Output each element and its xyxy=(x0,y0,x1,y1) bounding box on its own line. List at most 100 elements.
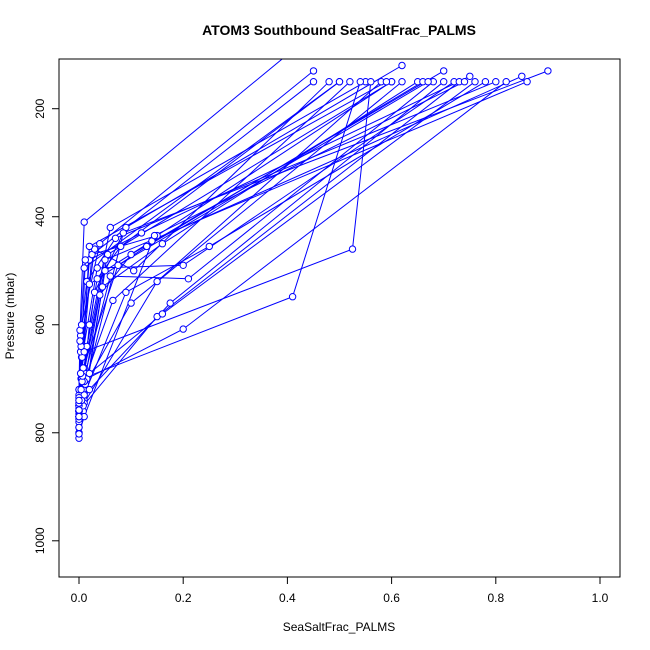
data-point-16-2 xyxy=(85,385,94,394)
data-point-1-5 xyxy=(117,242,125,251)
data-point-11-4 xyxy=(179,261,187,269)
y-tick-label: 400 xyxy=(33,206,47,226)
data-point-14-2 xyxy=(77,321,86,329)
x-axis-label: SeaSaltFrac_PALMS xyxy=(283,620,396,634)
series-line-6 xyxy=(78,81,496,396)
data-point-16-4 xyxy=(440,78,448,86)
data-point-19-4 xyxy=(398,78,406,86)
y-axis: 200 400 600 800 1000 xyxy=(33,98,60,554)
data-point-3-3 xyxy=(96,291,104,299)
data-point-23-4 xyxy=(367,78,375,86)
data-point-23-3 xyxy=(348,245,357,253)
data-point-20-3 xyxy=(85,280,94,288)
y-tick-label: 1000 xyxy=(33,527,47,554)
data-point-2-5 xyxy=(398,61,406,70)
data-point-17-4 xyxy=(502,78,510,86)
data-point-15-3 xyxy=(153,277,161,286)
data-point-29-3 xyxy=(119,229,128,237)
data-point-24-1 xyxy=(75,423,83,432)
y-tick-label: 200 xyxy=(33,98,47,118)
x-tick-label: 0.8 xyxy=(487,591,504,605)
data-point-30-3 xyxy=(101,256,109,264)
data-point-33-3 xyxy=(81,256,90,264)
x-tick-label: 1.0 xyxy=(592,591,609,605)
y-axis-label: Pressure (mbar) xyxy=(3,273,17,360)
chart-title: ATOM3 Southbound SeaSaltFrac_PALMS xyxy=(202,22,476,38)
data-point-13-3 xyxy=(106,272,115,280)
x-axis: 0.0 0.2 0.4 0.6 0.8 1.0 xyxy=(71,576,609,605)
data-point-12-4 xyxy=(205,242,214,251)
data-point-6-4 xyxy=(111,234,120,243)
data-point-31-1 xyxy=(75,430,83,438)
x-tick-label: 0.2 xyxy=(175,591,192,605)
x-tick-label: 0.6 xyxy=(383,591,400,605)
series-line-15 xyxy=(78,81,382,417)
data-point-25-4 xyxy=(130,267,138,275)
data-point-28-4 xyxy=(335,78,344,86)
data-point-31-4 xyxy=(460,78,469,86)
series-line-24 xyxy=(78,81,351,428)
y-tick-label: 600 xyxy=(33,314,47,334)
data-point-33-4 xyxy=(309,78,318,86)
data-point-14-3 xyxy=(96,240,104,248)
data-point-28-2 xyxy=(76,337,84,345)
x-tick-label: 0.0 xyxy=(71,591,88,605)
data-point-7-3 xyxy=(101,267,109,275)
data-point-4-3 xyxy=(106,223,115,232)
data-point-21-3 xyxy=(158,310,167,318)
data-point-21-4 xyxy=(471,78,479,86)
data-point-29-4 xyxy=(544,67,552,75)
data-point-14-4 xyxy=(309,67,318,75)
data-point-25-5 xyxy=(325,78,333,86)
data-point-21-2 xyxy=(85,369,94,378)
series-line-31 xyxy=(78,81,465,435)
data-point-20-4 xyxy=(143,242,151,251)
data-point-22-3 xyxy=(288,293,297,301)
data-point-24-3 xyxy=(109,296,117,305)
data-point-7-5 xyxy=(518,72,526,81)
series-line-11 xyxy=(78,81,455,406)
data-point-30-1 xyxy=(75,406,83,414)
data-point-33-1 xyxy=(75,396,83,405)
data-point-32-1 xyxy=(75,412,83,421)
data-point-33-2 xyxy=(76,369,85,378)
data-point-10-3 xyxy=(98,283,107,291)
data-point-16-3 xyxy=(166,299,174,307)
data-point-5-5 xyxy=(466,72,474,81)
data-point-3-4 xyxy=(127,250,135,259)
plot-frame xyxy=(58,58,621,578)
data-point-10-4 xyxy=(158,240,167,248)
series-line-5 xyxy=(78,75,471,401)
data-point-1-3 xyxy=(85,321,94,329)
y-tick-label: 800 xyxy=(33,422,47,442)
data-point-19-3 xyxy=(127,299,135,307)
data-point-32-3 xyxy=(85,242,94,251)
data-point-27-4 xyxy=(424,78,432,86)
data-point-8-3 xyxy=(80,218,88,226)
data-point-22-4 xyxy=(356,78,364,86)
data-point-13-4 xyxy=(184,275,193,283)
data-point-28-3 xyxy=(80,264,88,272)
x-tick-label: 0.4 xyxy=(279,591,296,605)
data-point-1-4 xyxy=(93,275,101,283)
data-point-11-3 xyxy=(93,264,101,272)
points-group xyxy=(75,61,552,442)
data-point-3-5 xyxy=(440,67,448,75)
data-point-27-3 xyxy=(114,261,122,269)
data-point-12-3 xyxy=(122,288,130,296)
data-point-32-4 xyxy=(382,78,391,86)
series-line-12 xyxy=(78,81,486,412)
data-point-24-4 xyxy=(346,78,354,86)
series-line-7 xyxy=(78,75,523,439)
series-line-16 xyxy=(78,81,445,409)
series-line-20 xyxy=(78,81,424,398)
data-point-31-3 xyxy=(150,231,159,240)
data-point-5-4 xyxy=(137,229,146,237)
data-point-17-3 xyxy=(179,325,187,333)
data-point-23-2 xyxy=(80,348,88,356)
data-point-32-2 xyxy=(77,385,85,394)
data-point-30-4 xyxy=(523,78,531,86)
data-point-6-5 xyxy=(492,78,500,86)
data-point-12-5 xyxy=(481,78,490,86)
